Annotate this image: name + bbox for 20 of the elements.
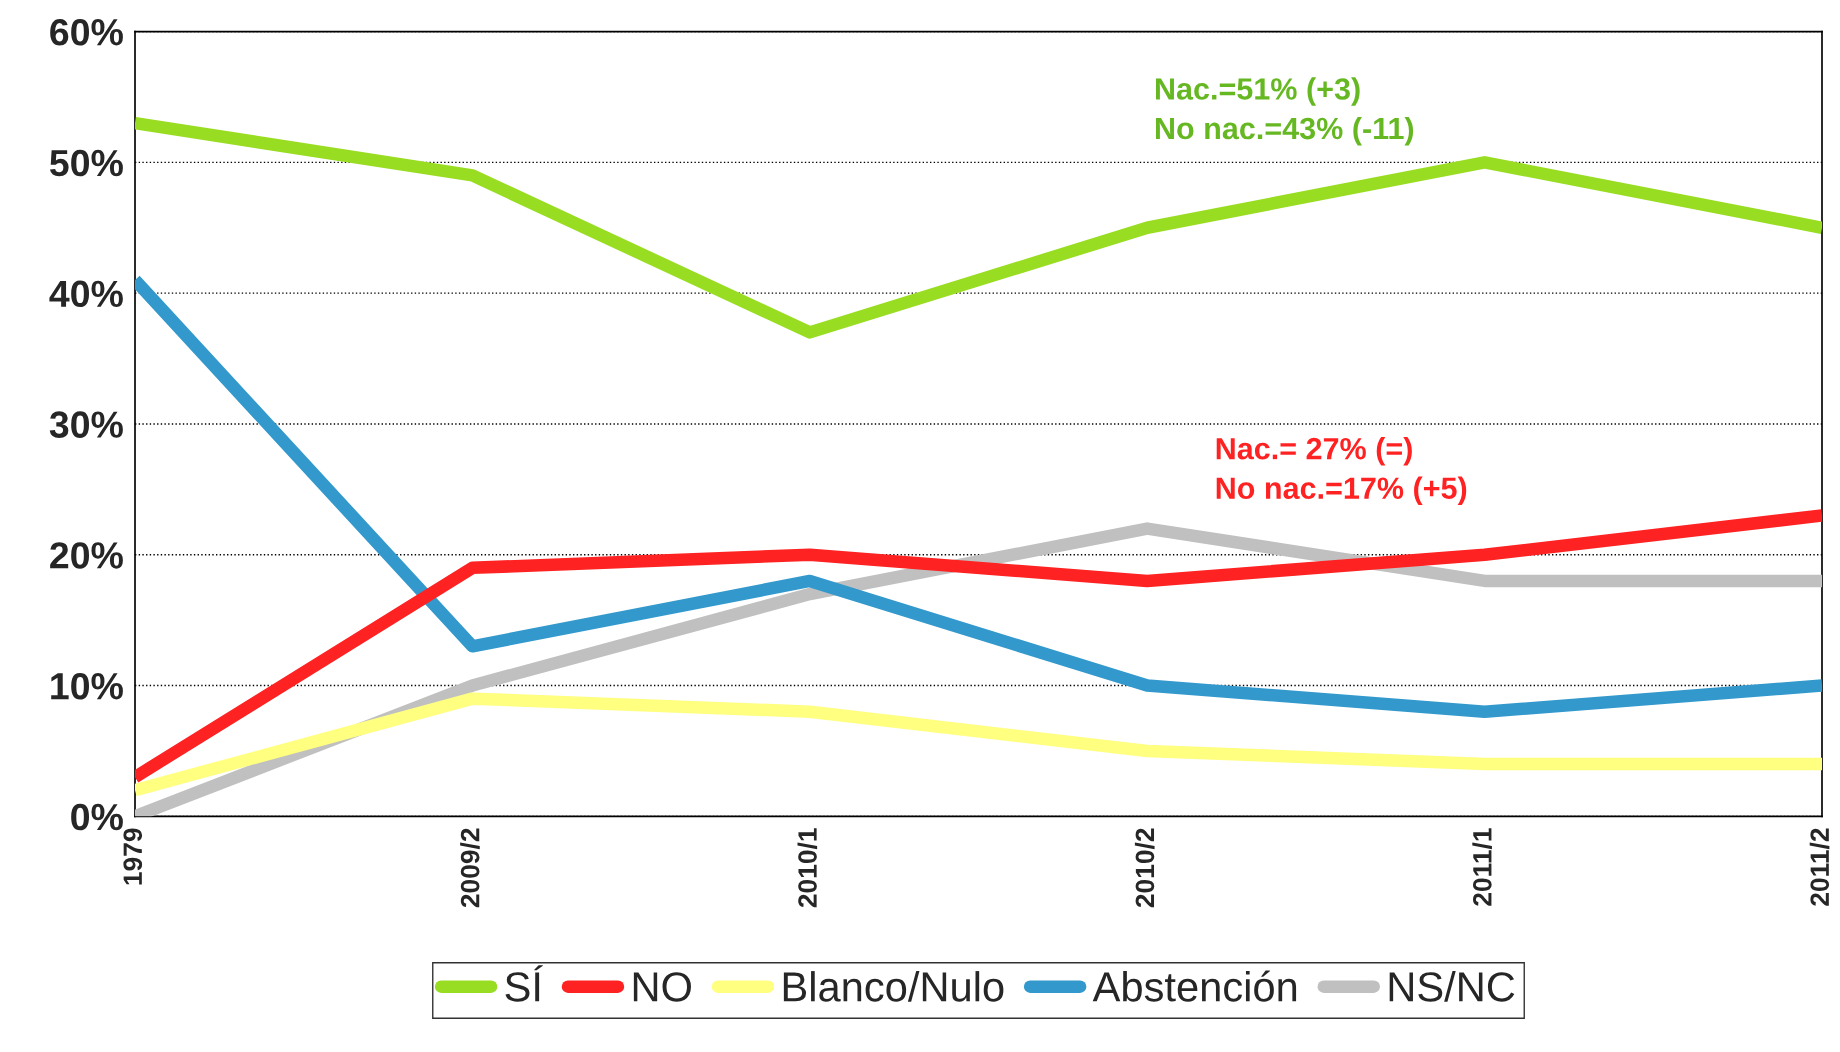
x-tick-label: 2011/2	[1809, 828, 1830, 906]
x-tick-label: 1979	[123, 828, 143, 885]
x-tick-label: 2010/2	[1134, 828, 1155, 908]
y-tick-label: 30%	[49, 411, 123, 438]
legend-label: SÍ	[505, 965, 543, 1002]
y-tick-label: 60%	[50, 18, 123, 46]
legend-label: Blanco/Nulo	[783, 971, 1004, 1002]
annotation: Nac.=51% (+3) No nac.=43% (-11)	[1155, 77, 1414, 146]
x-tick-label: 2011/1	[1472, 828, 1492, 906]
legend-label: NO	[633, 972, 691, 1002]
legend-label: Abstención	[1092, 970, 1297, 1002]
y-tick-label: 40%	[49, 280, 123, 308]
x-tick-label: 2009/2	[460, 828, 480, 908]
y-tick-label: 0%	[71, 803, 123, 831]
annotation: Nac.= 27% (=) No nac.=17% (+5)	[1216, 437, 1467, 506]
y-tick-label: 20%	[50, 542, 123, 569]
y-tick-label: 50%	[49, 149, 123, 177]
y-tick-label: 10%	[51, 672, 123, 700]
legend-label: NS/NC	[1389, 971, 1515, 1002]
x-tick-label: 2010/1	[797, 828, 818, 908]
